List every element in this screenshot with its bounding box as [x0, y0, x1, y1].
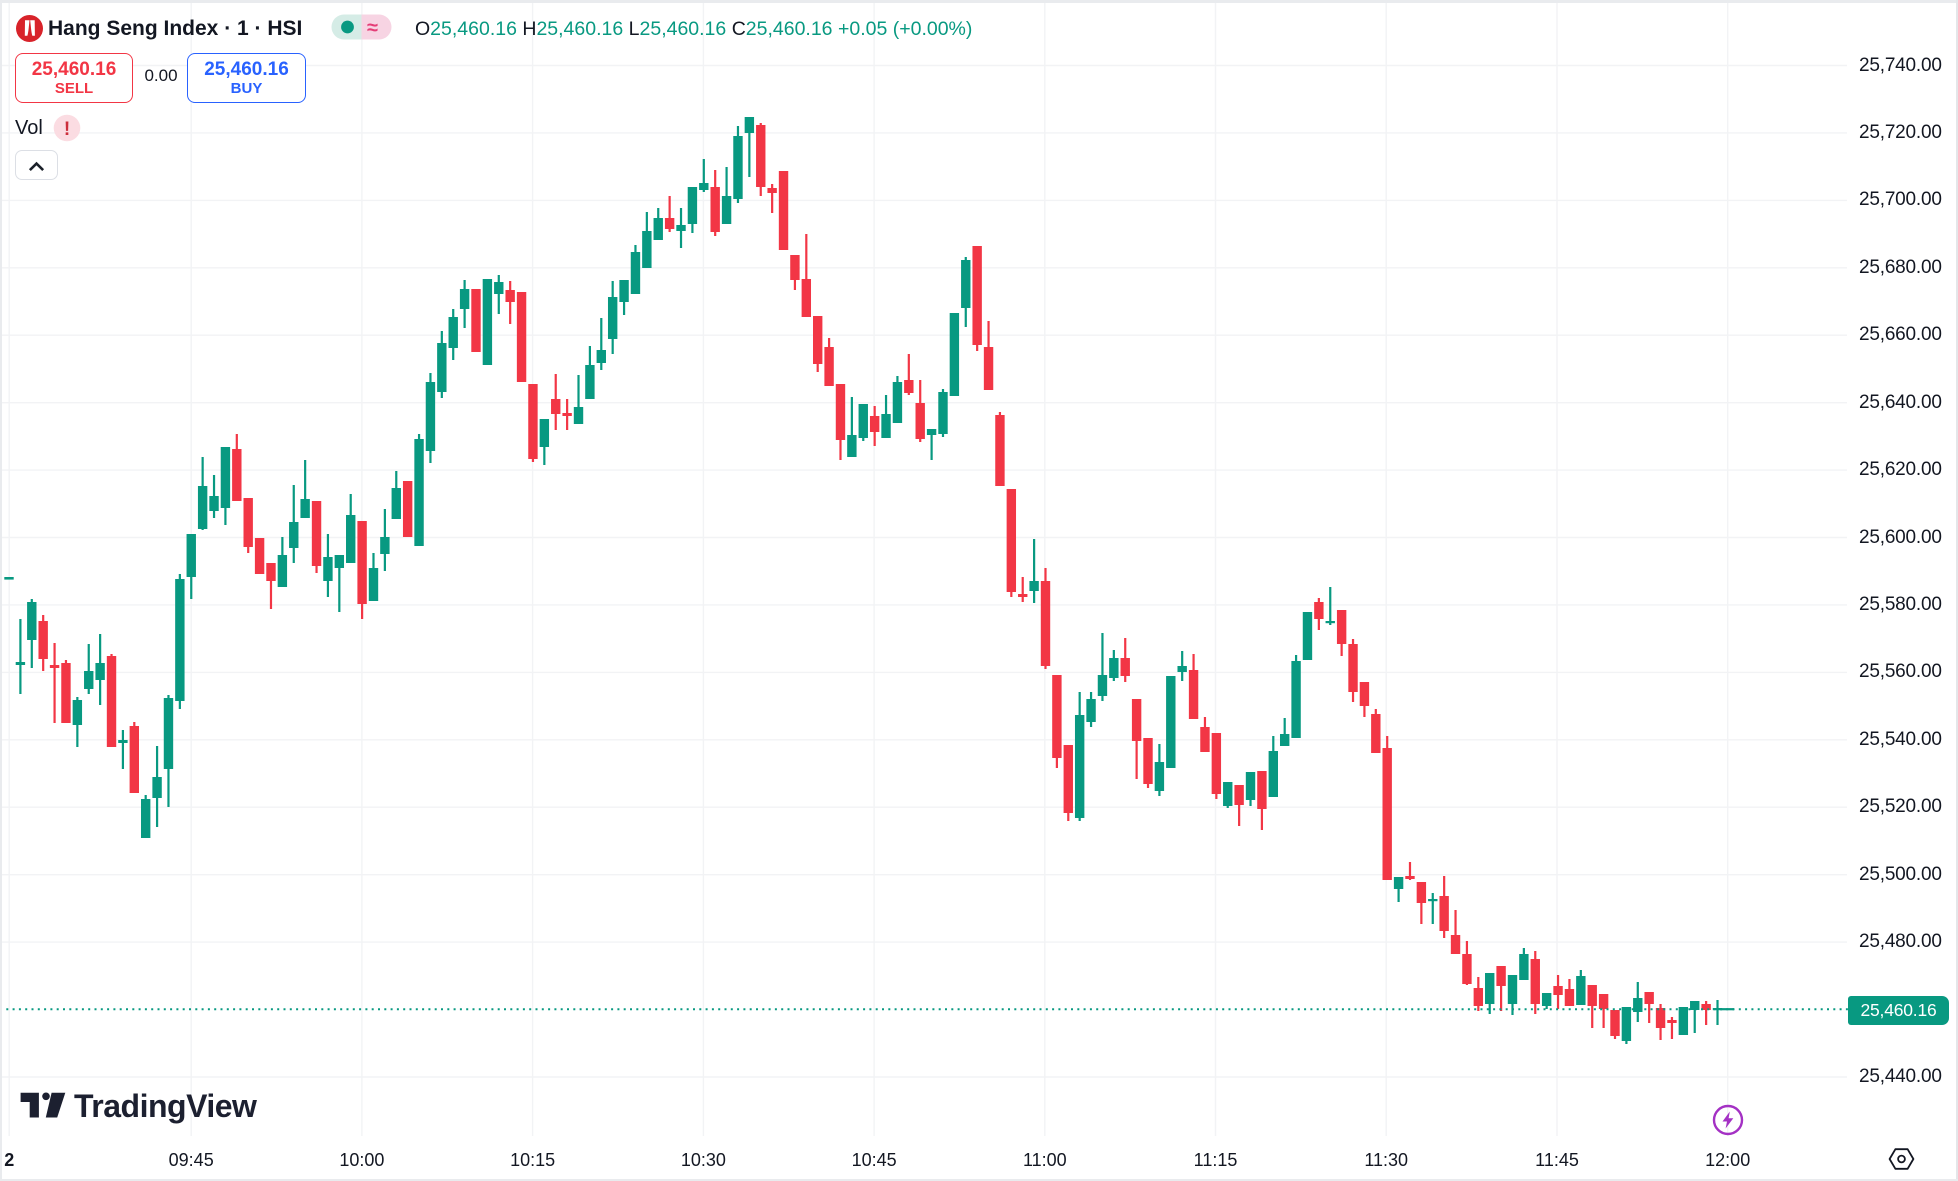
svg-text:!: !: [64, 119, 70, 140]
svg-text:≈: ≈: [367, 17, 378, 39]
svg-text:TradingView: TradingView: [74, 1091, 257, 1124]
